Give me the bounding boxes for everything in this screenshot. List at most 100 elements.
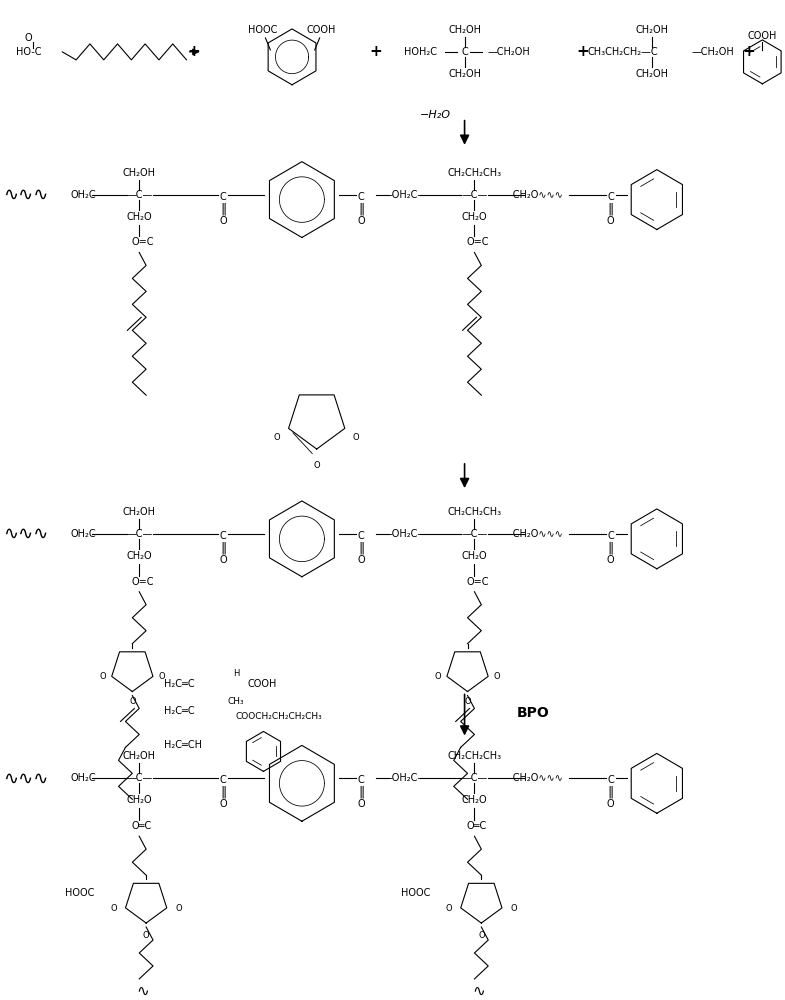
Text: O: O [435,672,441,681]
Text: O: O [357,216,365,226]
Text: CH₂CH₂CH₃: CH₂CH₂CH₃ [447,507,502,517]
Text: C: C [607,531,614,541]
Text: —CH₂O∿∿∿: —CH₂O∿∿∿ [504,773,564,783]
Text: —CH₂OH: —CH₂OH [487,47,531,57]
Text: ‖: ‖ [220,541,226,554]
Text: C: C [220,192,226,202]
Text: ∿: ∿ [472,983,485,998]
Text: COOCH₂CH₂CH₂CH₃: COOCH₂CH₂CH₂CH₃ [236,712,323,721]
Text: —OH₂C—: —OH₂C— [383,529,428,539]
Text: O=C: O=C [131,237,154,247]
Text: CH₂OH: CH₂OH [122,507,155,517]
Text: OH₂C: OH₂C [70,529,96,539]
Text: O: O [129,697,136,706]
Text: C: C [462,47,468,57]
Text: CH₂OH: CH₂OH [122,168,155,178]
Text: H: H [232,669,239,678]
Text: ‖: ‖ [220,202,226,215]
Text: —CH₂O∿∿∿: —CH₂O∿∿∿ [504,529,564,539]
Text: O: O [478,931,484,940]
Text: C: C [607,775,614,785]
Text: CH₂OH: CH₂OH [635,69,668,79]
Text: ‖: ‖ [358,202,364,215]
Text: O: O [357,555,365,565]
Text: —C—: —C— [126,190,152,200]
Text: CH₂O: CH₂O [126,212,152,222]
Text: O: O [607,555,615,565]
Text: CH₃CH₂CH₂—C: CH₃CH₂CH₂—C [588,47,659,57]
Text: O: O [446,904,452,913]
Text: O: O [607,799,615,809]
Text: ‖: ‖ [358,541,364,554]
Text: CH₂O: CH₂O [126,795,152,805]
Text: O: O [313,461,320,470]
Text: +: + [187,44,200,59]
Text: CH₂OH: CH₂OH [448,69,481,79]
Text: C: C [358,531,364,541]
Text: COOH: COOH [307,25,336,35]
Text: BPO: BPO [517,706,550,720]
Text: O: O [219,216,227,226]
Text: ‖: ‖ [608,541,614,554]
Text: CH₃: CH₃ [228,697,244,706]
Text: O: O [274,433,280,442]
Text: C: C [220,775,226,785]
Text: O: O [25,33,33,43]
Text: C: C [358,775,364,785]
Text: O: O [175,904,182,913]
Text: COOH: COOH [248,679,277,689]
Text: —C—: —C— [126,529,152,539]
Text: CH₂OH: CH₂OH [448,25,481,35]
Text: CH₂O: CH₂O [462,551,487,561]
Text: O: O [464,697,471,706]
Text: ‖: ‖ [358,786,364,799]
Text: CH₂O: CH₂O [462,795,487,805]
Text: O=C: O=C [131,577,154,587]
Text: O=C: O=C [466,237,489,247]
Text: O: O [510,904,517,913]
Text: O: O [494,672,500,681]
Text: CH₂OH: CH₂OH [635,25,668,35]
Text: —CH₂O∿∿∿: —CH₂O∿∿∿ [504,190,564,200]
Text: O: O [607,216,615,226]
Text: HOH₂C: HOH₂C [403,47,436,57]
Text: —CH₂OH: —CH₂OH [692,47,734,57]
Text: —C—: —C— [126,773,152,783]
Text: —C—: —C— [462,773,487,783]
Text: HO-C: HO-C [16,47,42,57]
Text: HOOC: HOOC [248,25,277,35]
Text: C: C [607,192,614,202]
Text: ∿: ∿ [137,983,150,998]
Text: COOH: COOH [747,31,777,41]
Text: O: O [143,931,149,940]
Text: O: O [352,433,360,442]
Text: CH₂OH: CH₂OH [122,751,155,761]
Text: —OH₂C—: —OH₂C— [383,190,428,200]
Text: OH₂C: OH₂C [70,190,96,200]
Text: HOOC: HOOC [400,888,430,898]
Text: O: O [219,799,227,809]
Text: CH₂CH₂CH₃: CH₂CH₂CH₃ [447,751,502,761]
Text: O: O [159,672,165,681]
Text: ‖: ‖ [608,202,614,215]
Text: C: C [358,192,364,202]
Text: ‖: ‖ [608,786,614,799]
Text: −H₂O: −H₂O [419,110,451,120]
Text: —OH₂C—: —OH₂C— [383,773,428,783]
Text: ∿∿∿: ∿∿∿ [3,186,49,204]
Text: —C—: —C— [462,529,487,539]
Text: H₂C═C: H₂C═C [164,706,195,716]
Text: O: O [219,555,227,565]
Text: +: + [576,44,590,59]
Text: HOOC: HOOC [65,888,95,898]
Text: —C—: —C— [462,190,487,200]
Text: O: O [110,904,117,913]
Text: CH₂CH₂CH₃: CH₂CH₂CH₃ [447,168,502,178]
Text: H₂C═C: H₂C═C [164,679,195,689]
Text: CH₂O: CH₂O [126,551,152,561]
Text: O: O [357,799,365,809]
Text: ∿∿∿: ∿∿∿ [3,769,49,787]
Text: +: + [370,44,382,59]
Text: CH₂O: CH₂O [462,212,487,222]
Text: O═C: O═C [131,821,152,831]
